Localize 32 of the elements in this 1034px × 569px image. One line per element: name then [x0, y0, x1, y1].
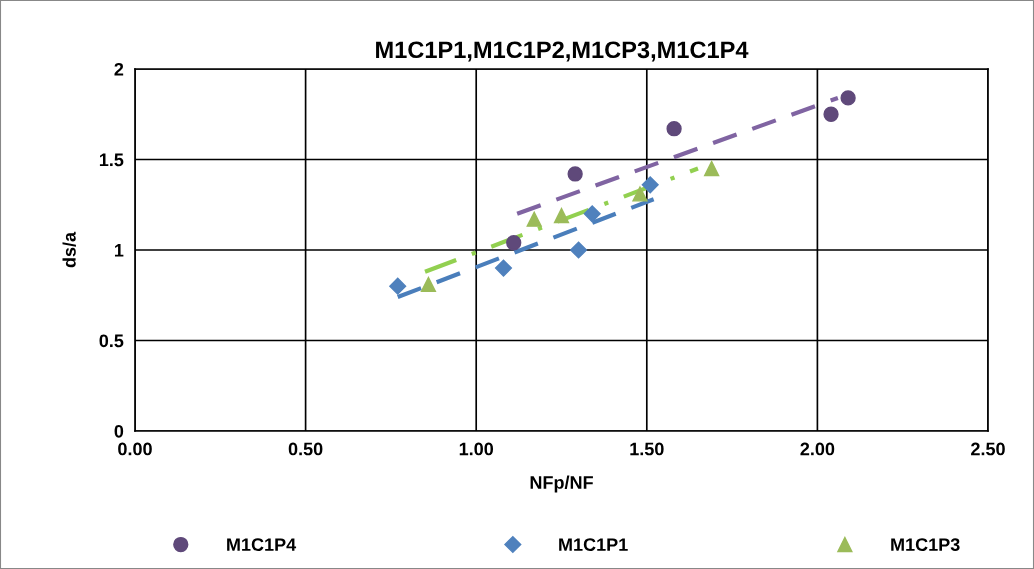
point [553, 207, 570, 224]
x-tick-label: 1.50 [630, 442, 664, 456]
point [823, 106, 839, 122]
x-tick-label: 0.50 [288, 442, 323, 456]
y-tick-label: 0 [114, 424, 124, 438]
y-tick-label: 1.5 [99, 153, 124, 167]
x-axis-title: NFp/NF [530, 475, 593, 493]
x-tick-label: 2.50 [971, 442, 1005, 456]
legend-label: M1C1P1 [559, 538, 628, 552]
y-axis-title: ds/a [62, 231, 76, 268]
point [494, 259, 513, 277]
point [632, 186, 648, 202]
legend-label: M1C1P4 [227, 538, 297, 552]
y-tick-label: 0.5 [99, 334, 124, 348]
point [567, 166, 583, 182]
point [420, 276, 437, 293]
point [570, 241, 588, 259]
point [506, 235, 522, 251]
y-tick-label: 1 [114, 244, 124, 257]
point [389, 277, 407, 295]
legend-label: M1C1P3 [891, 538, 960, 552]
x-tick-label: 2.00 [800, 442, 835, 456]
point [840, 90, 856, 106]
point [583, 205, 601, 223]
x-tick-label: 1.00 [459, 442, 494, 456]
point [641, 176, 659, 194]
x-tick-label: 0.00 [118, 442, 152, 456]
point [703, 160, 720, 177]
chart-title: M1C1P1,M1C1P2,M1CP3,M1C1P4 [376, 41, 749, 62]
y-tick-label: 2 [114, 62, 124, 76]
point [666, 121, 682, 137]
point [526, 211, 542, 227]
